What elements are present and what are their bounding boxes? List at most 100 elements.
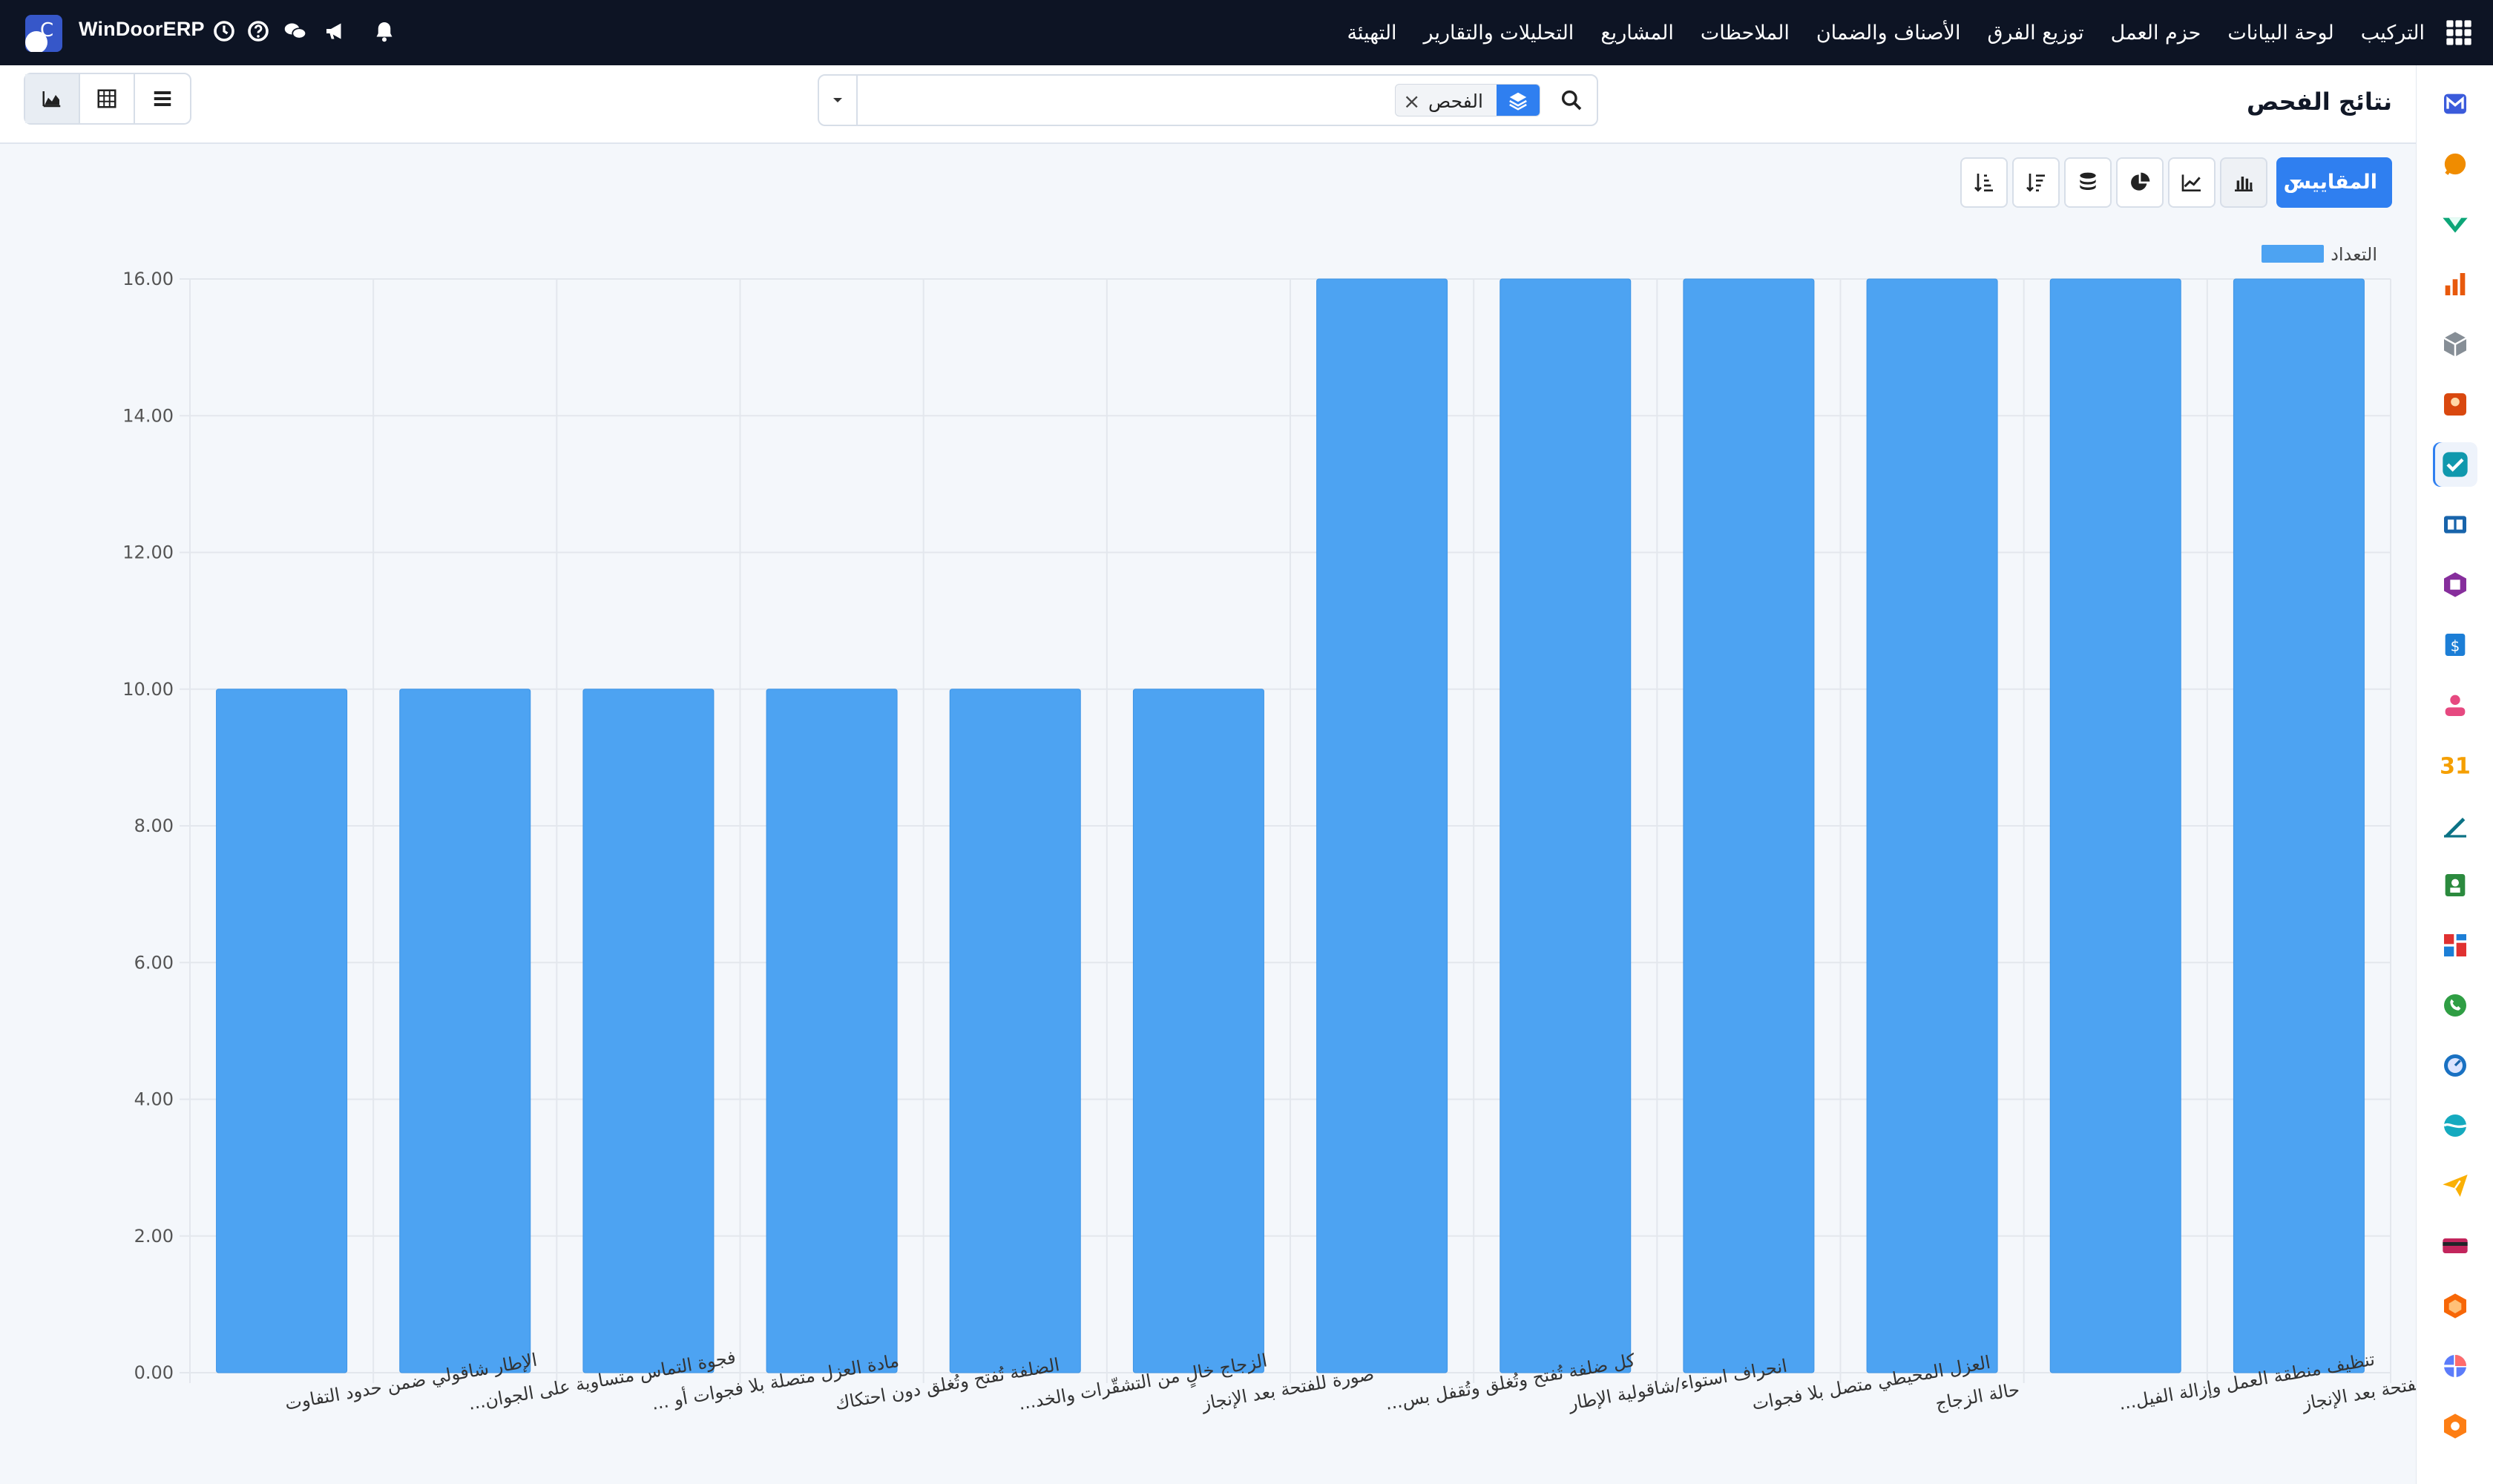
menu-item-team-dispatch[interactable]: توزيع الفرق <box>1987 21 2084 45</box>
clock-icon[interactable] <box>211 18 237 45</box>
measures-dropdown[interactable]: المقاييس <box>2276 157 2392 208</box>
sort-ascending-button[interactable] <box>1960 157 2008 208</box>
measures-label: المقاييس <box>2283 171 2377 194</box>
project-app-icon <box>2443 217 2468 233</box>
sidebar-contacts-app[interactable] <box>2433 382 2477 427</box>
pie-chart-icon <box>2131 172 2150 191</box>
search-bar[interactable]: بحث... × الفحص <box>818 74 1598 126</box>
control-panel: نتائج الفحص بحث... × الفحص <box>0 65 2416 144</box>
chart-bars <box>216 278 2365 1373</box>
menu-item-analytics-reports[interactable]: التحليلات والتقارير <box>1423 21 1574 45</box>
sort-descending-button[interactable] <box>2012 157 2060 208</box>
pivot-view-button[interactable] <box>80 74 135 123</box>
chart-bar[interactable] <box>1500 278 1632 1373</box>
timesheet-app-icon <box>2444 1054 2466 1077</box>
sidebar-website-app[interactable] <box>2433 1103 2477 1148</box>
sign-app-icon <box>2444 818 2466 838</box>
sidebar-inventory-app[interactable] <box>2433 322 2477 367</box>
sidebar-directory-app[interactable] <box>2433 863 2477 907</box>
brand-name[interactable]: WinDoorERP <box>79 18 205 40</box>
bar-chart-icon <box>2235 177 2253 191</box>
search-icon[interactable] <box>1560 88 1583 112</box>
graph-chart: 0.00 2.00 4.00 6.00 8.00 10.00 12.00 14.00 16.00… <box>0 223 2416 1484</box>
page-title: نتائج الفحص <box>2246 88 2392 116</box>
menu-item-installation[interactable]: التركيب <box>2360 21 2425 45</box>
pivot-view-icon <box>97 89 116 108</box>
graph-view-button[interactable] <box>25 74 80 123</box>
sidebar-whatsapp-app[interactable] <box>2433 983 2477 1028</box>
sidebar-invoicing-app[interactable]: $ <box>2433 623 2477 667</box>
sidebar-dashboard-app[interactable] <box>2433 923 2477 968</box>
y-tick-label: 6.00 <box>134 952 174 973</box>
whatsapp-app-icon <box>2444 994 2466 1017</box>
dashboard-app-icon <box>2444 934 2466 956</box>
company-logo[interactable]: C <box>25 15 62 52</box>
search-options-toggle[interactable] <box>819 76 858 125</box>
line-chart-icon <box>2181 174 2201 191</box>
pie-chart-button[interactable] <box>2116 157 2164 208</box>
chart-bar[interactable] <box>582 689 715 1373</box>
sidebar-reports-app[interactable] <box>2433 262 2477 306</box>
sidebar-settings-app[interactable] <box>2433 1404 2477 1448</box>
chart-bar[interactable] <box>399 689 531 1373</box>
chart-bar[interactable] <box>949 689 1081 1373</box>
y-tick-label: 0.00 <box>134 1362 174 1383</box>
website-app-icon <box>2443 1114 2467 1137</box>
bar-chart: 0.00 2.00 4.00 6.00 8.00 10.00 12.00 14.00 16.00… <box>122 244 2416 1418</box>
menu-item-configuration[interactable]: التهيئة <box>1347 21 1397 45</box>
sidebar-payments-app[interactable] <box>2433 1224 2477 1268</box>
sidebar-timesheet-app[interactable] <box>2433 1043 2477 1088</box>
chart-bar[interactable] <box>216 689 348 1373</box>
sidebar-inspection-app[interactable] <box>2433 442 2477 487</box>
y-tick-label: 8.00 <box>134 815 174 836</box>
chart-grid <box>180 278 2391 1383</box>
line-chart-button[interactable] <box>2168 157 2216 208</box>
chart-bar[interactable] <box>2233 278 2365 1373</box>
sidebar-employees-app[interactable] <box>2433 683 2477 727</box>
chart-bar[interactable] <box>1132 689 1264 1373</box>
y-tick-label: 14.00 <box>122 405 174 426</box>
bell-icon[interactable] <box>371 18 398 45</box>
menu-item-notes[interactable]: الملاحظات <box>1700 21 1790 45</box>
sidebar-discuss-app[interactable] <box>2433 142 2477 186</box>
bar-chart-button[interactable] <box>2220 157 2267 208</box>
group-by-icon <box>1497 85 1540 116</box>
sidebar-sign-app[interactable] <box>2433 803 2477 847</box>
color-wheel-app-icon <box>2444 1355 2466 1377</box>
help-icon[interactable] <box>245 18 272 45</box>
menu-item-dashboard[interactable]: لوحة البيانات <box>2227 21 2334 45</box>
list-view-button[interactable] <box>135 74 190 123</box>
facet-label: الفحص <box>1428 91 1483 112</box>
remove-facet-icon[interactable]: × <box>1403 89 1421 114</box>
sidebar-mail-app[interactable] <box>2433 82 2477 126</box>
graph-view-icon <box>42 91 61 108</box>
sidebar-calendar-app[interactable]: 31 <box>2433 743 2477 787</box>
apps-grid-icon[interactable] <box>2444 18 2474 47</box>
chart-bar[interactable] <box>1683 278 1815 1373</box>
sidebar-products-app[interactable] <box>2433 562 2477 607</box>
chart-bar[interactable] <box>1316 278 1448 1373</box>
apps-sidebar: $31 <box>2416 65 2493 1484</box>
chart-bar[interactable] <box>1866 278 1998 1373</box>
discuss-app-icon <box>2444 153 2466 175</box>
chart-bar[interactable] <box>2049 278 2181 1373</box>
sidebar-project-app[interactable] <box>2433 202 2477 246</box>
sidebar-color-wheel-app[interactable] <box>2433 1344 2477 1388</box>
menu-item-products-warranty[interactable]: الأصناف والضمان <box>1816 21 1961 45</box>
menu-item-work-packages[interactable]: حزم العمل <box>2110 21 2201 45</box>
search-facet[interactable]: × الفحص <box>1395 84 1540 116</box>
stacked-button[interactable] <box>2064 157 2112 208</box>
chart-bar[interactable] <box>766 689 898 1373</box>
payments-app-icon <box>2443 1238 2468 1253</box>
contacts-app-icon <box>2444 393 2466 416</box>
megaphone-icon[interactable] <box>322 18 349 45</box>
sidebar-telegram-app[interactable] <box>2433 1163 2477 1208</box>
calendar-app-icon: 31 <box>2440 754 2470 780</box>
knowledge-app-icon <box>2444 516 2466 533</box>
menu-item-projects[interactable]: المشاريع <box>1600 21 1674 45</box>
legend-swatch[interactable] <box>2262 245 2324 263</box>
list-view-icon <box>154 91 171 106</box>
sidebar-knowledge-app[interactable] <box>2433 502 2477 547</box>
sidebar-odoo-app[interactable] <box>2433 1284 2477 1328</box>
chat-icon[interactable] <box>282 18 309 45</box>
